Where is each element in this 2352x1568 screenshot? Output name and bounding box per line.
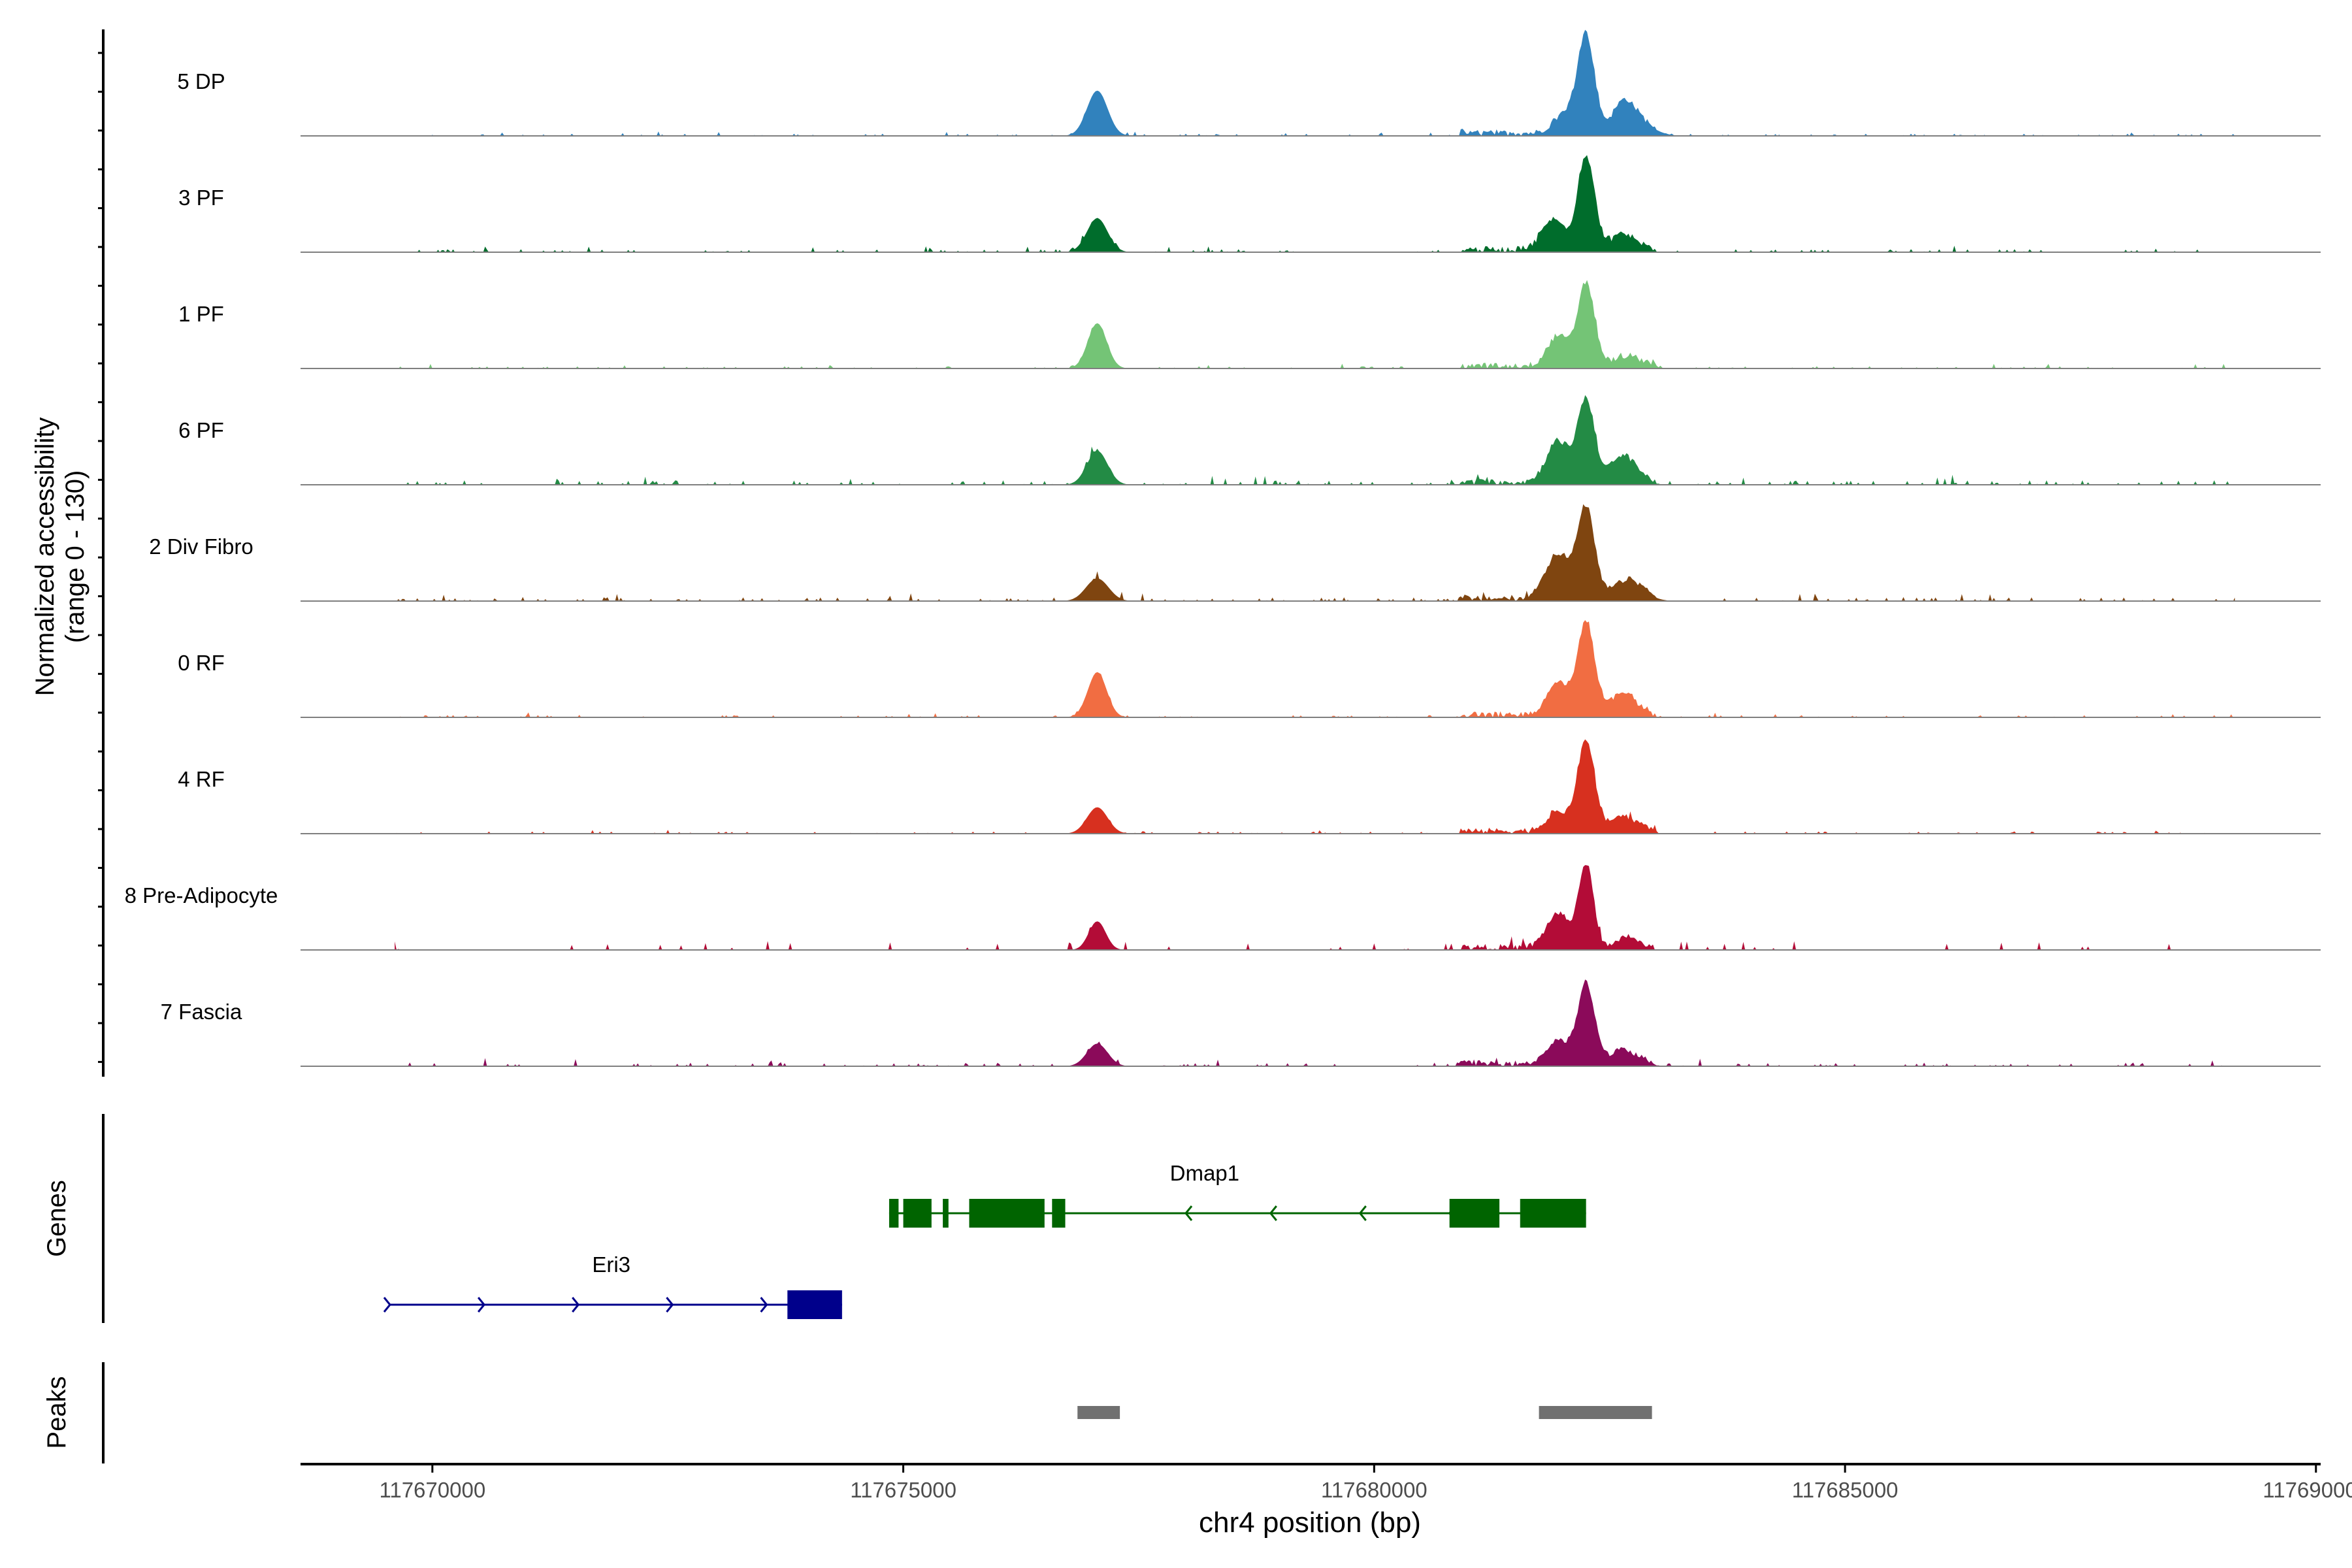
strand-arrow-icon <box>572 1297 580 1313</box>
strand-arrow-icon <box>477 1297 486 1313</box>
track-signal-area <box>395 739 2235 834</box>
gene-exon <box>903 1199 932 1228</box>
coverage-tracks: 5 DP 3 PF 1 PF 6 PF 2 Div Fibro 0 RF 4 RF 8 Pre… <box>125 29 2321 1067</box>
track-signal-area <box>395 504 2235 601</box>
genes-panel-label: Genes <box>42 1180 71 1257</box>
strand-arrow-icon <box>760 1297 768 1313</box>
track-7-fascia: 7 Fascia <box>161 979 2321 1067</box>
track-4-rf: 4 RF <box>178 739 2321 834</box>
x-axis: 117670000 117675000 117680000 117685000 1176… <box>301 1463 2352 1502</box>
x-axis-tick-label: 117675000 <box>850 1478 956 1502</box>
strand-arrow-icon <box>1358 1205 1367 1221</box>
x-axis-tick-label: 117670000 <box>379 1478 485 1502</box>
track-signal-area <box>395 395 2235 485</box>
coverage-y-axis <box>98 29 105 1077</box>
y-axis-label-line1: Normalized accessibility <box>31 417 59 696</box>
strand-arrow-icon <box>1184 1205 1193 1221</box>
track-label: 8 Pre-Adipocyte <box>125 883 278 907</box>
track-label: 1 PF <box>178 302 224 326</box>
track-signal-area <box>395 979 2235 1066</box>
track-label: 5 DP <box>177 69 225 93</box>
gene-exon <box>1520 1199 1586 1228</box>
peak-region <box>1539 1406 1652 1419</box>
track-5-dp: 5 DP <box>177 29 2321 137</box>
peaks-panel-label: Peaks <box>42 1376 71 1448</box>
peak-region <box>1077 1406 1120 1419</box>
strand-arrow-icon <box>1269 1205 1277 1221</box>
track-label: 2 Div Fibro <box>149 534 253 559</box>
strand-arrow-icon <box>666 1297 674 1313</box>
track-label: 4 RF <box>178 767 225 791</box>
genes-panel: Genes Dmap1 Eri3 <box>42 1114 1586 1323</box>
track-label: 7 Fascia <box>161 1000 242 1024</box>
track-8-pre-adipocyte: 8 Pre-Adipocyte <box>125 865 2321 951</box>
track-signal-area <box>395 865 2235 950</box>
gene-eri3: Eri3 <box>383 1252 842 1319</box>
y-axis-label-line2: (range 0 - 130) <box>61 470 90 644</box>
track-3-pf: 3 PF <box>178 155 2321 253</box>
x-axis-tick-label: 117680000 <box>1321 1478 1428 1502</box>
track-1-pf: 1 PF <box>178 280 2321 369</box>
gene-exon <box>889 1199 899 1228</box>
peaks-panel: Peaks <box>42 1362 1652 1463</box>
gene-exon <box>969 1199 1045 1228</box>
gene-name-label: Eri3 <box>592 1252 630 1277</box>
gene-exon <box>943 1199 949 1228</box>
track-0-rf: 0 RF <box>178 620 2321 718</box>
gene-exon <box>1052 1199 1066 1228</box>
track-signal-area <box>395 29 2235 136</box>
track-2-div-fibro: 2 Div Fibro <box>149 504 2321 602</box>
x-axis-tick-label: 117690000 <box>2262 1478 2352 1502</box>
strand-arrow-icon <box>383 1297 391 1313</box>
gene-dmap1: Dmap1 <box>889 1161 1586 1228</box>
track-label: 3 PF <box>178 186 224 210</box>
gene-name-label: Dmap1 <box>1170 1161 1239 1185</box>
x-axis-label: chr4 position (bp) <box>1199 1507 1421 1539</box>
x-axis-tick-label: 117685000 <box>1792 1478 1899 1502</box>
gene-exon <box>1449 1199 1500 1228</box>
gene-exon <box>787 1290 842 1319</box>
track-signal-area <box>395 620 2235 717</box>
track-label: 0 RF <box>178 651 225 675</box>
track-signal-area <box>395 155 2235 252</box>
track-signal-area <box>395 280 2235 368</box>
track-label: 6 PF <box>178 418 224 442</box>
track-6-pf: 6 PF <box>178 395 2321 485</box>
